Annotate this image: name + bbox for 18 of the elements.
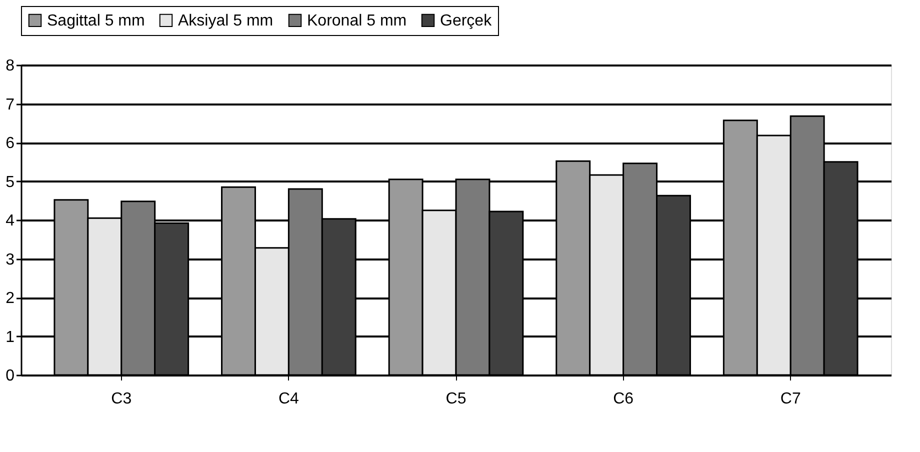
x-tick-label: C7 (780, 390, 801, 408)
y-tick-label: 0 (6, 368, 15, 384)
legend-label: Gerçek (440, 12, 493, 30)
legend-label: Aksiyal 5 mm (178, 12, 274, 30)
y-tick-label: 6 (6, 135, 15, 152)
x-tick-label: C5 (446, 390, 466, 408)
y-tick-label: 1 (6, 328, 15, 346)
y-tick-label: 5 (6, 174, 15, 191)
x-tick-label: C3 (111, 390, 132, 408)
x-tick-label: C6 (613, 390, 634, 408)
y-tick-label: 2 (6, 290, 15, 307)
legend-label: Sagittal 5 mm (47, 12, 145, 30)
x-tick-label: C4 (278, 390, 300, 408)
y-tick-label: 7 (6, 96, 15, 114)
y-tick-label: 3 (6, 251, 15, 268)
y-tick-label: 4 (6, 212, 15, 230)
legend-label: Koronal 5 mm (307, 12, 407, 30)
y-tick-label: 8 (6, 58, 15, 74)
